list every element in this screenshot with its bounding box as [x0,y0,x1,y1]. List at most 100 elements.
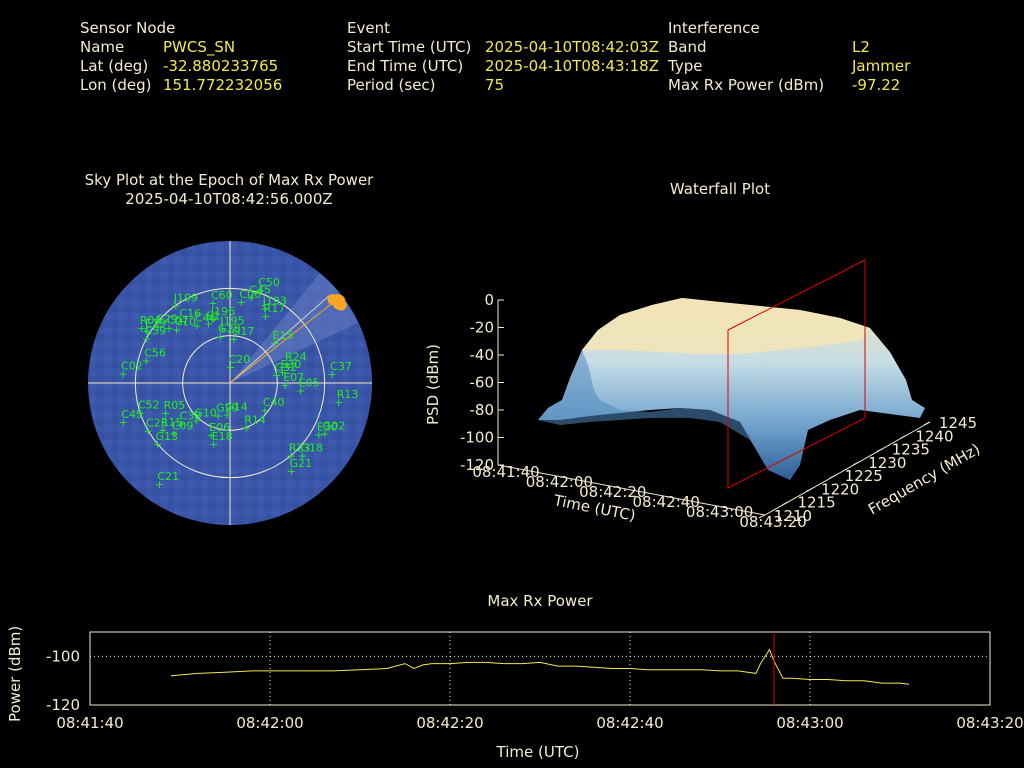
wf-z-tick-label: 0 [484,291,494,309]
sky-sat-label: R17 [264,302,286,315]
sky-sat-label: G21 [290,457,313,470]
sensor-name-label: Name [80,38,125,56]
sky-sat-label: R04 [140,314,162,327]
interference-type-value: Jammer [852,57,911,75]
wf-time-tick-label: 08:42:00 [526,473,593,491]
sky-sat-label: R15 [161,416,183,429]
power-plot-frame [89,631,991,706]
sky-sat-marker: + [172,323,181,336]
wf-surface-noise [538,350,768,470]
sky-sat-label: C16 [179,307,201,320]
wf-z-tick-label: -100 [460,429,494,447]
event-period-value: 75 [485,76,505,94]
wf-freq-tick-label: 1210 [774,507,812,525]
wf-z-tick-label: -40 [470,346,495,364]
interference-max-power-value: -97.22 [852,76,901,94]
sky-sat-marker: + [142,355,151,368]
wf-freq-tick [876,448,884,453]
interference-block: Interference Band L2 Type Jammer Max Rx Po… [668,19,910,95]
sky-sat-marker: + [135,406,144,419]
power-x-tick-label: 08:43:00 [776,714,843,732]
sky-sat-marker: + [208,297,217,310]
power-y-tick-label: -120 [46,696,80,714]
sky-sat-label: G29 [216,402,239,415]
sky-sat-label: C59 [144,325,166,338]
wf-time-tick-label: 08:43:20 [739,513,806,531]
wf-freq-tick-label: 1240 [915,427,953,445]
sky-sat-marker: + [328,368,337,381]
sky-sat-label: E30 [280,358,301,371]
wf-freq-tick [805,487,813,492]
max-rx-power-chart: 08:41:40 08:42:00 08:42:20 08:42:40 08:43:00… [6,626,1024,761]
sky-sat-label: J196 [210,305,235,318]
sky-plot-subtitle: 2025-04-10T08:42:56.000Z [125,190,333,208]
sky-sat-marker: + [169,428,178,441]
sky-sat-marker: + [177,315,186,328]
sky-sat-label: R23 [289,442,311,455]
sky-sat-label: E06 [209,421,230,434]
sky-sat-label: C60 [211,289,233,302]
sky-sat-marker: + [143,424,152,437]
sky-sat-label: C52 [138,398,160,411]
wf-freq-tick-label: 1245 [939,414,977,432]
sky-sat-label: J193 [262,295,287,308]
sky-sat-label: G32 [275,361,298,374]
interference-type-label: Type [668,57,703,75]
sky-sat-marker: + [270,337,279,350]
sensor-lon-label: Lon (deg) [80,76,152,94]
sky-sat-marker: + [320,427,329,440]
sky-sat-label: J195 [219,314,244,327]
wf-cursor-plane [727,259,866,489]
sky-sat-marker: + [218,322,227,335]
sky-sat-marker: + [142,333,151,346]
sky-sat-marker: + [164,322,173,335]
sky-sat-label: C45 [121,408,143,421]
wf-surface-plateau [582,298,870,354]
sky-sat-marker: + [153,438,162,451]
sensor-lat-value: -32.880233765 [163,57,279,75]
interference-max-power-label: Max Rx Power (dBm) [668,76,825,94]
sky-sat-label: E05 [299,376,320,389]
sensor-node-heading: Sensor Node [80,19,176,37]
wf-z-tick-label: -120 [460,456,494,474]
event-end-value: 2025-04-10T08:43:18Z [485,57,659,75]
sky-sat-marker: + [334,396,343,409]
wf-time-tick-label: 08:42:20 [579,483,646,501]
sky-sat-label: C07 [167,314,189,327]
wf-freq-tick-label: 1230 [868,454,906,472]
sky-sat-marker: + [287,465,296,478]
sky-max-line [229,299,338,384]
event-end-label: End Time (UTC) [347,57,464,75]
interference-heading: Interference [668,19,760,37]
wf-freq-tick [758,514,766,519]
sky-sat-label: C23 [146,416,168,429]
sky-jammer-point [335,299,347,311]
sky-sat-marker: + [161,407,170,420]
power-series-line [170,648,910,685]
sky-sat-marker: + [282,358,291,371]
sky-sat-marker: + [158,424,167,437]
sensor-lat-label: Lat (deg) [80,57,149,75]
sky-sat-marker: + [281,379,290,392]
interference-band-label: Band [668,38,707,56]
wf-freq-tick [829,474,836,479]
sky-sat-label: G02 [323,419,346,432]
sky-sat-marker: + [192,415,201,428]
sky-sat-label: E19 [145,317,166,330]
wf-zlabel: PSD (dBm) [424,344,442,425]
sky-sat-label: C02 [121,360,143,373]
event-block: Event Start Time (UTC) 2025-04-10T08:42:0… [347,19,659,95]
max-rx-power-title: Max Rx Power [487,592,593,610]
sky-sat-label: E07 [283,371,304,384]
power-x-tick-label: 08:42:40 [596,714,663,732]
sky-sat-marker: + [119,416,128,429]
sky-sat-marker: + [278,366,287,379]
wf-freq-tick-label: 1225 [845,467,883,485]
sky-sat-marker: + [226,361,235,374]
sky-sat-label: C10 [174,315,196,328]
wf-freq-tick [853,461,860,466]
power-x-tick-label: 08:41:40 [56,714,123,732]
sky-sat-label: E1 [206,310,220,323]
sky-sat-marker: + [223,408,232,421]
sky-sat-marker: + [237,296,246,309]
